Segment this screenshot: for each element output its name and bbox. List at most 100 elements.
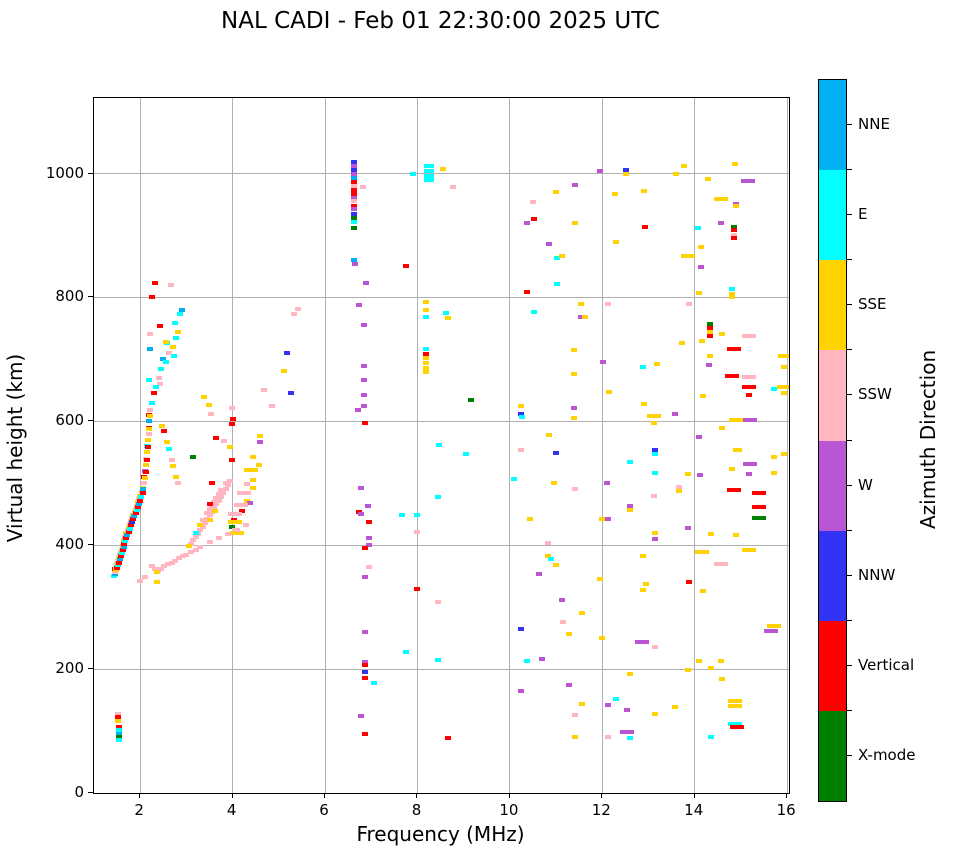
data-point [147, 347, 154, 352]
data-point [612, 240, 619, 245]
data-point [771, 387, 778, 392]
data-point [351, 203, 358, 208]
data-point [192, 547, 199, 552]
data-point [164, 440, 170, 445]
x-tick [508, 793, 510, 798]
data-point [571, 405, 578, 410]
data-point [115, 728, 122, 733]
data-point [742, 333, 757, 338]
data-point [147, 332, 154, 336]
data-point [176, 311, 183, 316]
data-point [189, 455, 196, 460]
data-point [171, 321, 178, 326]
data-point [185, 544, 192, 549]
data-point [130, 517, 137, 522]
data-point [139, 491, 146, 496]
data-point [511, 476, 518, 481]
data-point [442, 310, 449, 315]
colorbar-tick [847, 574, 852, 576]
data-point [351, 175, 358, 180]
data-point [581, 315, 588, 320]
data-point [361, 546, 368, 551]
data-point [553, 190, 560, 195]
x-tick [231, 793, 233, 798]
data-point [652, 447, 659, 452]
data-point [706, 325, 713, 330]
colorbar-label-nne: NNE [858, 115, 890, 134]
data-point [119, 548, 126, 553]
data-point [530, 217, 537, 222]
colorbar-segment-sse [819, 260, 846, 351]
data-point [743, 418, 758, 423]
data-point [672, 704, 679, 709]
data-point [597, 577, 604, 582]
data-point [729, 291, 736, 296]
data-point [707, 532, 714, 537]
data-point [218, 488, 225, 493]
data-point [227, 445, 234, 450]
data-point [206, 402, 213, 407]
data-point [524, 659, 531, 664]
data-point [137, 498, 144, 503]
data-point [125, 529, 132, 534]
data-point [777, 353, 789, 358]
data-point [694, 550, 709, 555]
data-point [695, 659, 702, 664]
x-tick [693, 793, 695, 798]
x-tick-label: 4 [226, 801, 237, 819]
data-point [357, 512, 364, 517]
data-point [201, 520, 208, 525]
data-point [162, 360, 169, 365]
data-point [351, 160, 358, 165]
colorbar-boundary-tick [847, 619, 852, 621]
data-point [553, 281, 560, 286]
data-point [422, 370, 429, 375]
plot-area [93, 97, 790, 794]
data-point [212, 436, 219, 441]
data-point [120, 545, 127, 550]
data-point [199, 518, 206, 523]
colorbar-segment-vertical [819, 620, 846, 711]
x-tick [601, 793, 603, 798]
data-point [422, 356, 429, 361]
data-point [352, 262, 359, 266]
data-point [361, 659, 368, 664]
data-point [771, 471, 778, 476]
data-point [410, 171, 417, 176]
data-point [612, 697, 619, 702]
data-point [676, 485, 683, 489]
data-point [132, 511, 139, 516]
data-point [705, 362, 712, 367]
colorbar-segment-nne [819, 80, 846, 171]
data-point [361, 363, 368, 368]
data-point [370, 681, 377, 686]
data-point [606, 390, 613, 395]
data-point [727, 699, 742, 704]
data-point [227, 479, 234, 484]
data-point [213, 495, 220, 500]
data-point [731, 161, 738, 166]
data-point [197, 528, 204, 533]
data-point [365, 520, 372, 525]
data-point [597, 169, 603, 174]
data-point [651, 420, 658, 425]
data-point [138, 494, 145, 499]
data-point [243, 468, 258, 473]
data-point [403, 649, 410, 654]
data-point [361, 669, 368, 674]
data-point [714, 196, 729, 201]
data-point [600, 359, 607, 364]
data-point [742, 375, 757, 380]
data-point [114, 565, 121, 570]
data-point [230, 417, 237, 422]
data-point [179, 554, 186, 559]
data-point [627, 507, 634, 512]
data-point [627, 504, 634, 509]
data-point [351, 183, 358, 188]
data-point [681, 253, 696, 258]
data-point [115, 563, 122, 568]
colorbar-segment-w [819, 440, 846, 531]
data-point [730, 227, 737, 232]
data-point [732, 201, 739, 206]
data-point [624, 707, 631, 712]
